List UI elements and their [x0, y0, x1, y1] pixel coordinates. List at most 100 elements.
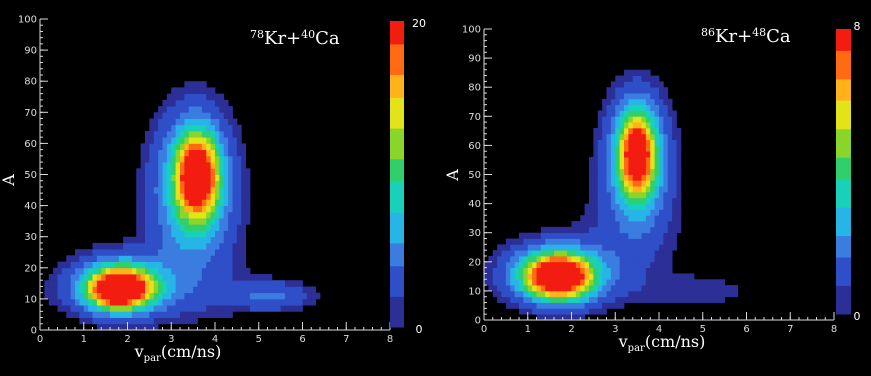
- heatmap-cell: [628, 104, 634, 111]
- heatmap-cell: [501, 244, 507, 251]
- heatmap-cell: [215, 211, 220, 219]
- heatmap-cell: [672, 110, 677, 117]
- heatmap-cell: [584, 209, 590, 216]
- heatmap-cell: [197, 267, 203, 275]
- heatmap-cell: [593, 285, 599, 292]
- heatmap-cell: [206, 87, 212, 95]
- heatmap-cell: [645, 197, 651, 204]
- heatmap-cell: [593, 145, 599, 152]
- colorbar-segment: [390, 21, 404, 30]
- heatmap-cell: [672, 285, 677, 292]
- heatmap-cell: [79, 274, 85, 281]
- heatmap-cell: [606, 162, 612, 170]
- heatmap-cell: [140, 168, 146, 175]
- heatmap-cell: [188, 93, 194, 101]
- heatmap-cell: [61, 286, 67, 294]
- heatmap-cell: [206, 255, 212, 262]
- heatmap-cell: [567, 226, 572, 234]
- heatmap-cell: [232, 249, 238, 256]
- heatmap-cell: [219, 93, 225, 101]
- heatmap-cell: [184, 305, 190, 312]
- heatmap-cell: [193, 230, 198, 238]
- heatmap-cell: [492, 261, 498, 269]
- heatmap-cell: [654, 104, 660, 111]
- heatmap-cell: [162, 162, 168, 169]
- heatmap-cell: [145, 218, 150, 225]
- heatmap-cell: [140, 236, 146, 244]
- heatmap-cell: [127, 317, 133, 325]
- heatmap-cell: [219, 286, 225, 294]
- heatmap-cell: [488, 261, 494, 269]
- heatmap-cell: [654, 151, 660, 158]
- y-tick-label: 10: [24, 294, 37, 305]
- heatmap-cell: [694, 290, 699, 298]
- heatmap-cell: [180, 186, 185, 194]
- heatmap-cell: [232, 168, 238, 175]
- heatmap-cell: [197, 261, 203, 269]
- heatmap-cell: [672, 221, 677, 228]
- heatmap-cell: [685, 273, 691, 280]
- heatmap-cell: [175, 286, 181, 294]
- heatmap-cell: [228, 267, 233, 275]
- heatmap-cell: [201, 242, 207, 250]
- heatmap-cell: [158, 236, 163, 244]
- heatmap-cell: [628, 279, 634, 286]
- heatmap-cell: [241, 162, 247, 169]
- heatmap-cell: [610, 98, 616, 106]
- heatmap-cell: [554, 279, 559, 286]
- heatmap-cell: [171, 242, 177, 250]
- heatmap-cell: [232, 218, 238, 225]
- heatmap-cell: [536, 290, 542, 298]
- heatmap-cell: [184, 255, 190, 262]
- heatmap-cell: [711, 290, 717, 298]
- heatmap-cell: [567, 244, 572, 251]
- heatmap-cell: [175, 130, 181, 138]
- heatmap-cell: [48, 274, 54, 281]
- heatmap-cell: [532, 290, 537, 298]
- heatmap-cell: [654, 267, 660, 274]
- heatmap-cell: [206, 205, 212, 213]
- heatmap-cell: [219, 305, 225, 312]
- heatmap-cell: [593, 221, 599, 228]
- heatmap-cell: [215, 137, 220, 144]
- heatmap-cell: [184, 130, 190, 138]
- heatmap-cell: [149, 261, 155, 269]
- heatmap-cell: [619, 139, 625, 146]
- heatmap-cell: [75, 286, 80, 294]
- heatmap-cell: [136, 205, 142, 213]
- heatmap-cell: [197, 242, 203, 250]
- heatmap-cell: [571, 226, 577, 234]
- heatmap-cell: [166, 149, 172, 157]
- heatmap-cell: [593, 174, 599, 181]
- heatmap-cell: [562, 273, 568, 280]
- heatmap-cell: [210, 162, 216, 169]
- heatmap-cell: [632, 215, 638, 222]
- heatmap-cell: [193, 311, 198, 318]
- heatmap-cell: [602, 197, 607, 204]
- colorbar-segment: [836, 64, 851, 73]
- heatmap-cell: [628, 69, 634, 76]
- heatmap-cell: [166, 180, 172, 188]
- heatmap-cell: [92, 242, 98, 250]
- heatmap-cell: [580, 290, 586, 298]
- heatmap-cell: [641, 87, 647, 94]
- heatmap-cell: [232, 274, 238, 281]
- heatmap-cell: [79, 317, 85, 325]
- colorbar-segment: [836, 107, 851, 115]
- heatmap-cell: [641, 215, 647, 222]
- heatmap-cell: [523, 244, 529, 251]
- heatmap-cell: [619, 93, 625, 100]
- heatmap-cell: [619, 87, 625, 94]
- heatmap-cell: [210, 155, 216, 163]
- heatmap-cell: [145, 199, 150, 206]
- heatmap-cell: [250, 305, 255, 312]
- heatmap-cell: [171, 168, 177, 175]
- heatmap-cell: [241, 298, 247, 306]
- heatmap-cell: [632, 261, 638, 269]
- heatmap-cell: [628, 197, 634, 204]
- heatmap-cell: [624, 116, 629, 123]
- heatmap-cell: [197, 124, 203, 132]
- heatmap-cell: [153, 249, 159, 256]
- heatmap-cell: [645, 87, 651, 94]
- heatmap-cell: [166, 130, 172, 138]
